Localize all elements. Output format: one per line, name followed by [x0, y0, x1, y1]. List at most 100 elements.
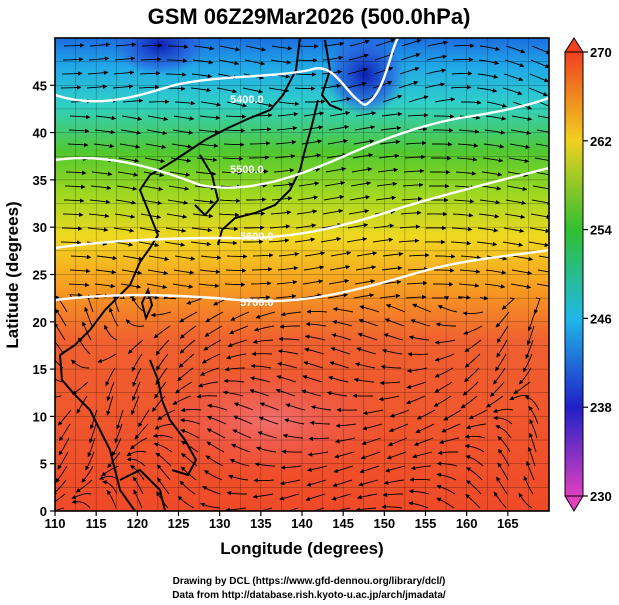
streamline [493, 491, 507, 509]
streamline [533, 171, 549, 176]
streamline [310, 405, 332, 411]
streamline [410, 465, 432, 471]
streamline [200, 101, 222, 107]
streamline [95, 115, 117, 121]
x-tick-label: 145 [332, 516, 354, 531]
streamline [294, 86, 316, 91]
streamline [142, 185, 164, 192]
y-tick-label: 45 [33, 78, 47, 93]
streamline [196, 157, 218, 163]
streamline [379, 293, 401, 299]
streamline [117, 171, 139, 177]
streamline [300, 153, 322, 159]
colorbar-tick-label: 238 [590, 400, 612, 415]
streamline [193, 45, 215, 51]
contour-line [55, 248, 549, 303]
streamline [518, 367, 532, 385]
streamline [332, 319, 353, 327]
streamline [351, 167, 373, 173]
streamline [354, 279, 376, 285]
x-tick-label: 110 [45, 516, 66, 531]
streamline [328, 278, 350, 285]
map-panel: 5700.0 5600.0 5500.0 5400.0 [55, 38, 549, 511]
streamline [61, 71, 83, 76]
streamline [114, 423, 123, 444]
streamline [113, 70, 135, 75]
streamline [382, 251, 404, 257]
streamline [177, 495, 195, 509]
streamline [495, 353, 507, 372]
streamline [249, 141, 271, 146]
streamline [131, 296, 146, 313]
streamline [464, 434, 486, 439]
streamline [173, 115, 195, 121]
streamline [402, 182, 424, 188]
streamline [379, 139, 401, 145]
streamline [179, 325, 197, 339]
streamline [406, 280, 428, 286]
streamline [401, 38, 422, 47]
streamline [457, 295, 471, 300]
streamline [55, 322, 66, 341]
streamline [483, 143, 505, 149]
streamline [501, 297, 515, 310]
streamline [537, 115, 549, 119]
streamline [252, 253, 274, 258]
streamline [146, 283, 168, 290]
y-tick-label: 0 [40, 504, 47, 519]
streamline [492, 367, 506, 385]
streamline [105, 367, 116, 387]
streamline [373, 66, 394, 75]
streamline [84, 306, 93, 327]
streamline [353, 377, 375, 383]
streamline [408, 252, 430, 258]
streamline [205, 455, 224, 467]
streamline [199, 269, 221, 274]
streamline [172, 395, 192, 405]
streamline [270, 59, 292, 65]
streamline [349, 39, 370, 47]
wind-streamlines [55, 38, 549, 511]
streamline [296, 209, 318, 215]
streamline [503, 227, 525, 233]
coast-hokkaido-sakhalin [320, 39, 343, 111]
streamline [382, 492, 403, 498]
streamline [432, 142, 453, 147]
streamline [199, 115, 221, 120]
streamline [75, 479, 93, 493]
streamline [148, 255, 170, 261]
streamline [140, 57, 162, 62]
streamline [277, 265, 299, 271]
streamline [466, 467, 483, 481]
streamline [408, 501, 429, 509]
y-tick-label: 15 [33, 362, 47, 377]
coast-asia-mainland [59, 38, 301, 356]
cold-core-west [115, 38, 205, 75]
streamline [468, 409, 488, 420]
streamline [359, 305, 380, 313]
streamline [134, 423, 149, 440]
streamline [465, 493, 481, 509]
streamline [224, 366, 246, 372]
streamline [119, 143, 141, 149]
streamline [63, 198, 85, 203]
streamline [224, 128, 246, 133]
streamline [535, 143, 549, 147]
y-tick-label: 10 [33, 409, 47, 424]
streamline [298, 181, 320, 187]
streamline [335, 423, 357, 428]
streamline [323, 41, 345, 47]
streamline [304, 251, 326, 257]
streamline [216, 240, 238, 246]
streamline [380, 364, 402, 370]
streamline [510, 283, 532, 289]
streamline [372, 237, 394, 243]
streamline [255, 311, 276, 319]
streamline [378, 395, 400, 402]
streamline [426, 54, 448, 61]
streamline [279, 324, 300, 329]
cold-core-east [325, 38, 405, 115]
streamline [186, 297, 203, 305]
streamline [281, 449, 303, 454]
